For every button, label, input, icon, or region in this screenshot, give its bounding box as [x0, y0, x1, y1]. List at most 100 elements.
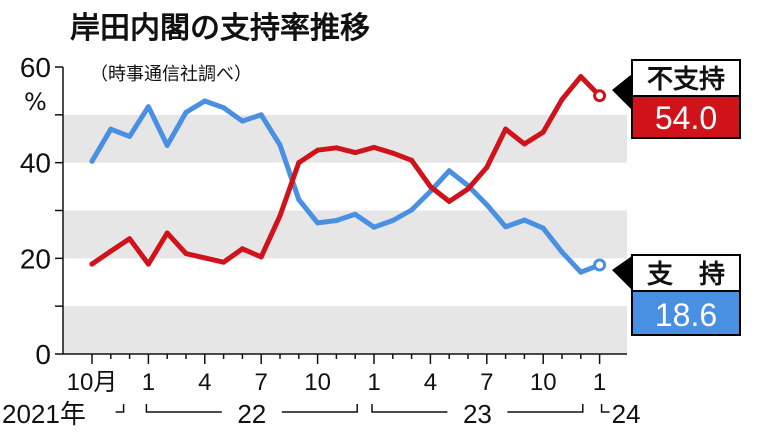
y-tick-label: 0	[35, 339, 51, 370]
data-point	[108, 126, 114, 132]
data-point	[521, 217, 527, 223]
year-bracket	[145, 404, 222, 413]
data-point	[258, 254, 264, 260]
chart-subtitle: （時事通信社調べ）	[90, 64, 252, 85]
series-end-marker	[593, 258, 607, 272]
x-tick-label: 4	[424, 369, 437, 396]
data-point	[503, 224, 509, 230]
data-point	[108, 248, 114, 254]
axes	[55, 66, 627, 355]
x-tick-label: 4	[198, 369, 211, 396]
data-point	[465, 186, 471, 192]
approve-label: 支 持	[647, 260, 725, 290]
data-point	[145, 104, 151, 110]
data-point	[352, 211, 358, 217]
data-point	[503, 126, 509, 132]
approve-callout-pointer	[612, 256, 632, 290]
data-point	[559, 249, 565, 255]
approve-value: 18.6	[655, 297, 717, 333]
disapprove-value-box	[631, 95, 741, 139]
data-point	[183, 251, 189, 257]
disapprove-value: 54.0	[655, 100, 717, 136]
data-point	[578, 269, 584, 275]
disapprove-callout-pointer	[612, 74, 632, 110]
data-point	[221, 105, 227, 111]
year-bracket	[507, 404, 584, 413]
data-point	[371, 224, 377, 230]
year-bracket	[281, 404, 358, 413]
x-tick-label: 1	[142, 369, 155, 396]
y-tick-label: 20	[20, 243, 51, 274]
y-tick-label: 60	[20, 52, 51, 83]
data-point	[221, 259, 227, 265]
year-label: 2021年	[2, 399, 86, 429]
data-point	[352, 150, 358, 156]
data-point	[127, 236, 133, 242]
year-bracket	[371, 404, 448, 413]
data-point	[333, 145, 339, 151]
data-point	[540, 225, 546, 231]
data-point	[371, 144, 377, 150]
data-point	[409, 157, 415, 163]
approve-callout: 支 持 18.6	[612, 254, 741, 336]
data-point	[239, 118, 245, 124]
data-point	[89, 158, 95, 164]
data-point	[540, 129, 546, 135]
data-point	[127, 133, 133, 139]
year-label: 23	[463, 399, 492, 429]
data-point	[446, 198, 452, 204]
data-point	[164, 142, 170, 148]
data-point	[390, 218, 396, 224]
approve-value-box	[631, 290, 741, 336]
data-point	[202, 255, 208, 261]
y-axis-ticks: 0 20 40 60	[20, 52, 51, 370]
year-bracket	[600, 404, 610, 413]
year-labels: 2021年 22 23 24	[2, 399, 641, 429]
data-point	[333, 218, 339, 224]
data-point	[315, 147, 321, 153]
data-point	[145, 261, 151, 267]
series-line-disapprove	[89, 74, 603, 267]
data-point	[427, 184, 433, 190]
year-label: 24	[612, 399, 641, 429]
data-point	[484, 202, 490, 208]
data-point	[183, 109, 189, 115]
y-axis-unit: %	[24, 88, 47, 116]
band-2	[63, 306, 627, 354]
series-line-approve	[89, 98, 603, 275]
data-point	[484, 164, 490, 170]
band-0	[63, 114, 627, 163]
disapprove-label-box	[631, 59, 741, 97]
chart-title: 岸田内閣の支持率推移	[70, 11, 370, 46]
series-end-marker	[593, 89, 607, 103]
data-point	[296, 196, 302, 202]
data-point	[578, 74, 584, 80]
data-point	[277, 213, 283, 219]
year-label: 22	[237, 399, 266, 429]
x-axis-ticks: 10月 1 4 7 10 1 4 7 10 1	[67, 354, 606, 396]
x-tick-label: 10	[530, 369, 557, 396]
x-tick-label: 10	[304, 369, 331, 396]
data-point	[89, 261, 95, 267]
y-tick-label: 40	[20, 148, 51, 179]
data-point	[164, 230, 170, 236]
x-tick-label: 10月	[67, 369, 118, 396]
x-tick-label: 1	[593, 369, 606, 396]
data-point	[446, 168, 452, 174]
data-point	[559, 97, 565, 103]
data-point	[521, 141, 527, 147]
data-point	[258, 112, 264, 118]
data-point	[239, 246, 245, 252]
data-point	[409, 207, 415, 213]
disapprove-label: 不支持	[647, 65, 725, 95]
series-lines	[89, 74, 607, 275]
data-point	[202, 98, 208, 104]
disapprove-callout: 不支持 54.0	[612, 59, 741, 139]
data-point	[315, 220, 321, 226]
data-point	[390, 150, 396, 156]
year-bracket	[115, 404, 125, 413]
x-tick-label: 1	[367, 369, 380, 396]
x-tick-label: 7	[480, 369, 493, 396]
data-point	[296, 160, 302, 166]
